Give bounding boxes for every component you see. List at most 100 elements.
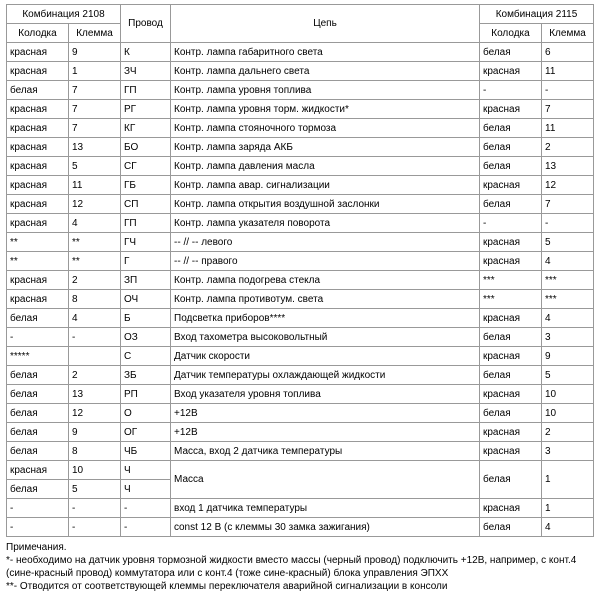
cell: белая (7, 366, 69, 385)
cell: красная (480, 252, 542, 271)
cell: 12 (69, 195, 121, 214)
cell: красная (480, 62, 542, 81)
cell: 7 (69, 81, 121, 100)
cell: красная (480, 499, 542, 518)
header-kolodka-l: Колодка (7, 24, 69, 43)
cell: Вход тахометра высоковольтный (171, 328, 480, 347)
table-row: красная11ГБКонтр. лампа авар. сигнализац… (7, 176, 594, 195)
table-row: белая2ЗБДатчик температуры охлаждающей ж… (7, 366, 594, 385)
cell: *** (542, 290, 594, 309)
cell: 10 (542, 385, 594, 404)
cell: РП (121, 385, 171, 404)
cell: красная (480, 442, 542, 461)
header-klemma-l: Клемма (69, 24, 121, 43)
cell: С (121, 347, 171, 366)
cell: 7 (542, 195, 594, 214)
cell: красная (480, 233, 542, 252)
cell: Масса (171, 461, 480, 499)
cell: +12В (171, 404, 480, 423)
cell: ***** (7, 347, 69, 366)
cell: белая (480, 119, 542, 138)
cell: - (69, 518, 121, 537)
cell: красная (7, 461, 69, 480)
cell: - (69, 328, 121, 347)
cell: Г (121, 252, 171, 271)
cell: красная (7, 62, 69, 81)
cell: ** (7, 233, 69, 252)
wiring-table: Комбинация 2108 Провод Цепь Комбинация 2… (6, 4, 594, 537)
cell: -- // -- левого (171, 233, 480, 252)
cell: Контр. лампа заряда АКБ (171, 138, 480, 157)
cell: ** (69, 252, 121, 271)
cell: К (121, 43, 171, 62)
cell: красная (7, 214, 69, 233)
cell: Контр. лампа габаритного света (171, 43, 480, 62)
table-row: красная10ЧМассабелая1 (7, 461, 594, 480)
cell: белая (480, 328, 542, 347)
cell: Контр. лампа подогрева стекла (171, 271, 480, 290)
cell: СГ (121, 157, 171, 176)
cell: 11 (542, 119, 594, 138)
cell: 10 (542, 404, 594, 423)
cell: - (69, 499, 121, 518)
cell: ГБ (121, 176, 171, 195)
header-cep: Цепь (171, 5, 480, 43)
cell: 4 (542, 518, 594, 537)
cell: - (121, 518, 171, 537)
table-row: ****ГЧ-- // -- левогокрасная5 (7, 233, 594, 252)
cell: 1 (542, 499, 594, 518)
cell: красная (7, 271, 69, 290)
cell: ГЧ (121, 233, 171, 252)
cell: ** (69, 233, 121, 252)
cell: 4 (69, 309, 121, 328)
cell: красная (7, 43, 69, 62)
cell: белая (480, 366, 542, 385)
cell: 3 (542, 442, 594, 461)
cell: 5 (542, 233, 594, 252)
cell: 7 (542, 100, 594, 119)
table-row: красная13БОКонтр. лампа заряда АКБбелая2 (7, 138, 594, 157)
cell: белая (480, 157, 542, 176)
cell: белая (480, 43, 542, 62)
cell: Контр. лампа открытия воздушной заслонки (171, 195, 480, 214)
cell: 5 (69, 480, 121, 499)
cell: - (7, 499, 69, 518)
cell: Вход указателя уровня топлива (171, 385, 480, 404)
cell: О (121, 404, 171, 423)
cell: - (542, 81, 594, 100)
cell: 13 (542, 157, 594, 176)
table-row: красная1ЗЧКонтр. лампа дальнего светакра… (7, 62, 594, 81)
cell: красная (7, 176, 69, 195)
cell: РГ (121, 100, 171, 119)
table-row: красная9ККонтр. лампа габаритного светаб… (7, 43, 594, 62)
cell: Контр. лампа стояночного тормоза (171, 119, 480, 138)
cell: белая (7, 404, 69, 423)
cell: 11 (542, 62, 594, 81)
cell: 5 (542, 366, 594, 385)
cell: белая (480, 404, 542, 423)
cell: - (7, 328, 69, 347)
cell: красная (480, 100, 542, 119)
cell: ОЧ (121, 290, 171, 309)
cell: 12 (69, 404, 121, 423)
cell: красная (480, 423, 542, 442)
cell: Датчик скорости (171, 347, 480, 366)
header-komb2108: Комбинация 2108 (7, 5, 121, 24)
cell: белая (7, 423, 69, 442)
cell: ОГ (121, 423, 171, 442)
cell: белая (7, 81, 69, 100)
cell: красная (7, 119, 69, 138)
cell: - (480, 214, 542, 233)
cell: Подсветка приборов**** (171, 309, 480, 328)
table-row: ---const 12 В (с клеммы 30 замка зажиган… (7, 518, 594, 537)
cell: ** (7, 252, 69, 271)
table-row: белая7ГПКонтр. лампа уровня топлива-- (7, 81, 594, 100)
cell: 9 (542, 347, 594, 366)
table-row: белая12О+12Вбелая10 (7, 404, 594, 423)
cell: 13 (69, 138, 121, 157)
table-row: красная7КГКонтр. лампа стояночного тормо… (7, 119, 594, 138)
cell: Контр. лампа противотум. света (171, 290, 480, 309)
cell: *** (542, 271, 594, 290)
cell: 6 (542, 43, 594, 62)
cell: 2 (542, 423, 594, 442)
